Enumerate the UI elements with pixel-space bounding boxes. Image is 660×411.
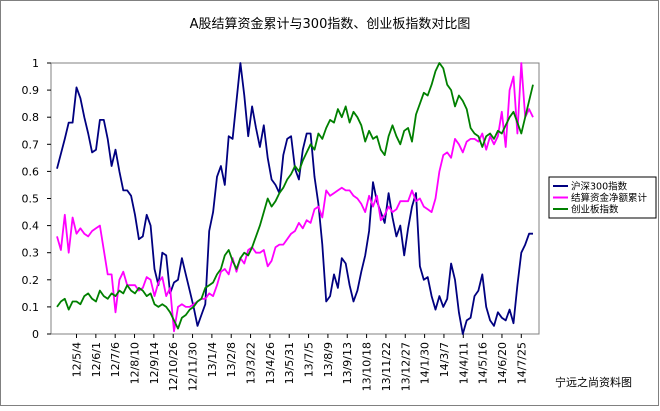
credit-text: 宁远之尚资料图 — [555, 375, 632, 389]
x-tick-label: 13/1/4 — [206, 342, 219, 377]
x-tick-label: 12/6/1 — [90, 342, 103, 377]
x-tick-label: 13/10/18 — [361, 342, 374, 391]
x-tick-label: 12/10/26 — [167, 342, 180, 391]
y-tick-label: 0.5 — [22, 193, 40, 206]
x-tick-label: 14/4/11 — [457, 342, 470, 384]
x-tick-label: 14/1/30 — [419, 342, 432, 384]
y-tick-label: 0.9 — [22, 84, 40, 97]
x-tick-label: 12/11/30 — [187, 342, 200, 391]
chart-title: A股结算资金累计与300指数、创业板指数对比图 — [190, 16, 471, 32]
y-tick-label: 0.4 — [22, 220, 40, 233]
x-tick-label: 13/2/8 — [225, 342, 238, 377]
x-tick-label: 12/5/4 — [71, 342, 84, 377]
x-axis: 12/5/4 12/6/1 12/7/6 12/8/10 12/9/14 12/10/26… — [71, 334, 528, 391]
y-axis: 0 0.1 0.2 0.3 0.4 0.5 0.6 0.7 0.8 0.9 1 — [22, 57, 51, 341]
series-layer — [56, 62, 534, 335]
y-tick-label: 0.3 — [22, 247, 40, 260]
x-tick-label: 13/8/9 — [322, 342, 335, 377]
x-tick-label: 12/8/10 — [129, 342, 142, 384]
x-tick-label: 14/5/16 — [477, 342, 490, 384]
x-tick-label: 14/6/20 — [496, 342, 509, 384]
series-line-0 — [56, 62, 533, 335]
y-tick-label: 0.8 — [22, 111, 40, 124]
x-tick-label: 13/5/31 — [283, 342, 296, 384]
y-tick-label: 0.7 — [22, 138, 40, 151]
x-tick-label: 14/3/7 — [438, 342, 451, 377]
x-tick-label: 13/4/26 — [264, 342, 277, 384]
y-tick-label: 0.1 — [22, 301, 40, 314]
y-tick-label: 1 — [32, 57, 39, 70]
x-tick-label: 13/12/27 — [399, 342, 412, 391]
x-tick-label: 13/11/22 — [380, 342, 393, 391]
series-line-1 — [56, 62, 534, 333]
y-tick-label: 0.6 — [22, 165, 40, 178]
x-tick-label: 12/7/6 — [109, 342, 122, 377]
y-tick-label: 0 — [32, 328, 39, 341]
y-tick-label: 0.2 — [22, 274, 40, 287]
legend-label-2: 创业板指数 — [571, 204, 619, 216]
series-line-2 — [56, 62, 534, 330]
x-tick-label: 13/9/13 — [341, 342, 354, 384]
legend-label-1: 结算资金净额累计 — [571, 192, 648, 204]
x-tick-label: 13/7/5 — [303, 342, 316, 377]
x-tick-label: 12/9/14 — [148, 342, 161, 384]
legend-label-0: 沪深300指数 — [571, 181, 628, 193]
x-tick-label: 13/3/22 — [245, 342, 258, 384]
x-tick-label: 14/7/25 — [515, 342, 528, 384]
